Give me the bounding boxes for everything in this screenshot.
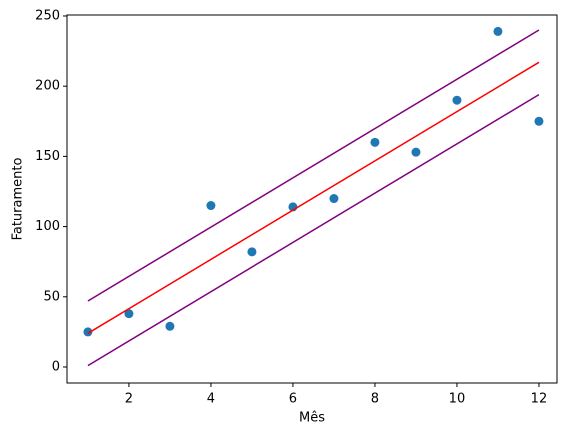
point xyxy=(411,147,421,157)
point xyxy=(493,26,503,36)
x-tick-label: 10 xyxy=(449,392,466,407)
x-tick-label: 2 xyxy=(125,392,133,407)
fit-line xyxy=(87,61,540,334)
point xyxy=(83,327,93,337)
point xyxy=(206,201,216,211)
fit-line xyxy=(87,29,540,302)
plot-frame xyxy=(66,14,558,384)
y-tick-label: 250 xyxy=(35,8,60,23)
x-axis-label: Mês xyxy=(299,411,325,426)
point xyxy=(247,247,257,257)
x-tick-label: 4 xyxy=(207,392,215,407)
point xyxy=(124,309,134,319)
point xyxy=(452,95,462,105)
y-tick-label: 100 xyxy=(35,219,60,234)
x-tick-label: 12 xyxy=(531,392,548,407)
point xyxy=(534,116,544,126)
y-tick-label: 150 xyxy=(35,149,60,164)
fit-line xyxy=(87,93,540,367)
y-tick-label: 50 xyxy=(43,289,60,304)
x-tick-label: 6 xyxy=(289,392,297,407)
y-tick-label: 0 xyxy=(52,359,60,374)
y-tick-label: 200 xyxy=(35,79,60,94)
x-tick-label: 8 xyxy=(371,392,379,407)
point xyxy=(329,194,339,204)
point xyxy=(370,137,380,147)
y-axis-label: Faturamento xyxy=(11,158,26,241)
point xyxy=(165,321,175,331)
